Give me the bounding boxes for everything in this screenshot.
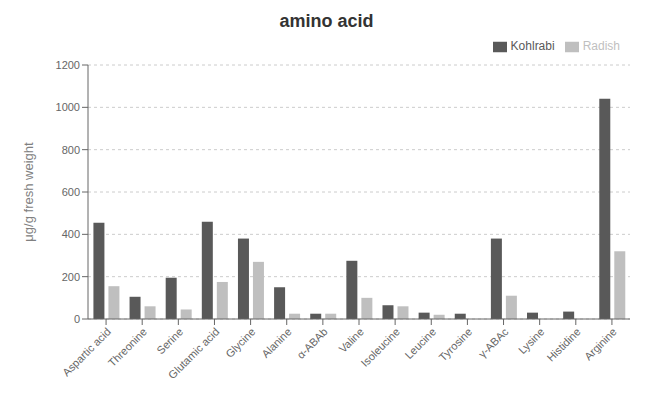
svg-text:α-ABAb: α-ABAb [294,325,329,360]
svg-text:Glutamic acid: Glutamic acid [166,325,222,381]
svg-text:600: 600 [62,186,80,198]
svg-text:0: 0 [74,313,80,325]
svg-text:800: 800 [62,144,80,156]
svg-text:γ-ABAc: γ-ABAc [476,325,511,360]
html-text:Kohlrabi: Kohlrabi [510,39,555,53]
svg-text:Leucine: Leucine [402,325,438,361]
svg-text:200: 200 [62,271,80,283]
svg-text:Lysine: Lysine [516,325,547,356]
svg-text:Glycine: Glycine [223,325,257,359]
svg-text:1000: 1000 [56,101,80,113]
svg-text:Tyrosine: Tyrosine [436,325,474,363]
svg-text:Threonine: Threonine [106,325,150,369]
svg-text:Alanine: Alanine [259,325,293,359]
svg-text:1200: 1200 [56,59,80,71]
html-text:amino acid: amino acid [279,11,374,31]
svg-text:Aspartic acid: Aspartic acid [60,325,113,378]
svg-text:Valine: Valine [336,325,366,355]
svg-text:Arginine: Arginine [582,325,619,362]
svg-text:μg/g fresh weight: μg/g fresh weight [21,142,36,242]
svg-text:400: 400 [62,228,80,240]
html-text:Radish: Radish [582,39,620,53]
svg-text:Histidine: Histidine [544,325,582,363]
svg-text:Isoleucine: Isoleucine [359,325,403,369]
svg-text:Serine: Serine [154,325,185,356]
